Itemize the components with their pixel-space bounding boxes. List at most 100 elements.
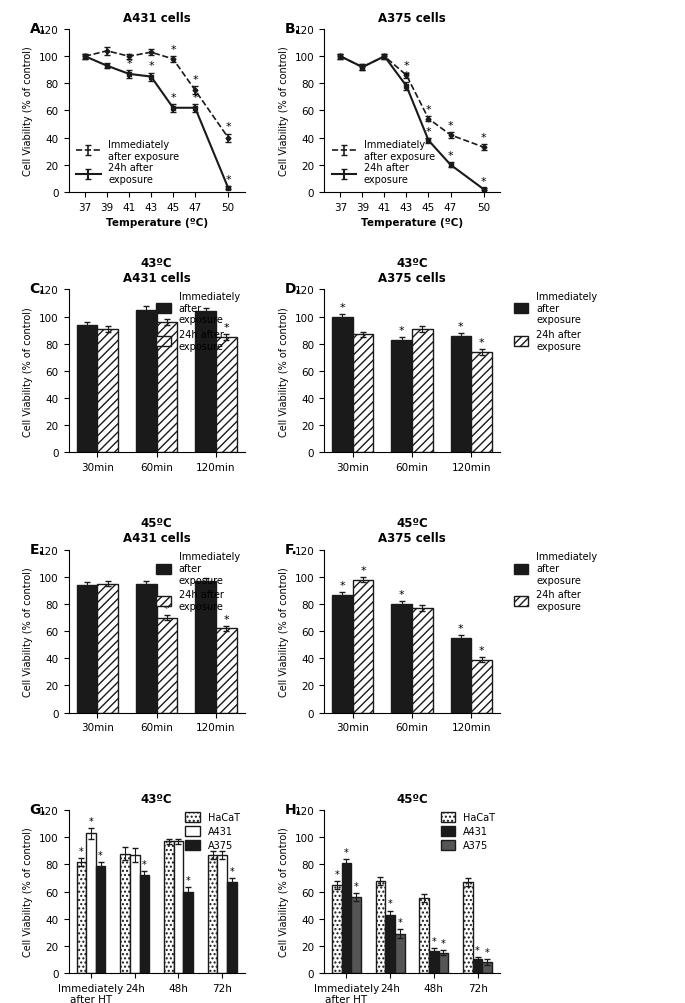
Title: 45ºC
A375 cells: 45ºC A375 cells [378,517,446,545]
Text: *: * [344,848,349,858]
Text: *: * [485,948,490,957]
Text: *: * [340,581,345,590]
Bar [77,862,86,973]
Bar [184,892,193,973]
Legend: Immediately
after
exposure, 24h after
exposure: Immediately after exposure, 24h after ex… [514,292,597,351]
Bar [96,866,105,973]
Bar [173,842,184,973]
Text: *: * [360,566,366,576]
Text: *: * [425,126,432,136]
Text: *: * [479,338,484,348]
Bar [451,638,471,713]
Y-axis label: Cell Viability (% of control): Cell Viability (% of control) [23,307,34,436]
Text: *: * [397,918,402,928]
Text: *: * [399,326,404,336]
Bar [195,582,216,713]
Bar [412,329,433,452]
Text: *: * [192,92,198,102]
Text: *: * [148,61,154,71]
Text: D.: D. [285,282,302,296]
Legend: Immediately
after exposure, 24h after
exposure: Immediately after exposure, 24h after ex… [73,136,182,188]
Text: *: * [458,624,464,634]
Text: *: * [223,614,229,624]
Text: *: * [229,866,234,876]
Bar [419,899,429,973]
Bar [451,336,471,452]
Text: *: * [192,75,198,85]
Text: *: * [399,590,404,600]
Text: C.: C. [29,282,45,296]
Y-axis label: Cell Viability (% of control): Cell Viability (% of control) [23,567,34,696]
Title: 43ºC
A375 cells: 43ºC A375 cells [378,257,446,285]
Bar [208,855,217,973]
Title: 45ºC
A431 cells: 45ºC A431 cells [123,517,190,545]
Bar [136,584,157,713]
Title: A375 cells: A375 cells [378,12,446,25]
Y-axis label: Cell Viability (% of control): Cell Viability (% of control) [279,46,289,177]
Text: *: * [171,45,176,55]
Bar [353,580,373,713]
Bar [136,311,157,452]
Bar [429,951,438,973]
Text: *: * [164,603,170,613]
Text: B.: B. [285,22,301,36]
X-axis label: Temperature (ºC): Temperature (ºC) [105,218,208,228]
Text: *: * [334,869,339,879]
X-axis label: Temperature (ºC): Temperature (ºC) [361,218,463,228]
Bar [86,833,96,973]
Title: 45ºC: 45ºC [396,792,428,805]
Text: *: * [479,645,484,655]
Bar [164,842,173,973]
Bar [342,864,351,973]
Legend: Immediately
after
exposure, 24h after
exposure: Immediately after exposure, 24h after ex… [156,292,240,351]
Y-axis label: Cell Viability (% of control): Cell Viability (% of control) [279,826,289,957]
Bar [471,660,492,713]
Text: *: * [223,323,229,333]
Text: *: * [126,59,132,68]
Text: *: * [79,846,84,856]
Y-axis label: Cell Viability (% of control): Cell Viability (% of control) [23,46,34,177]
Bar [216,629,236,713]
Text: A.: A. [29,22,46,36]
Text: *: * [225,176,231,186]
Text: *: * [448,150,453,160]
Bar [217,855,227,973]
Y-axis label: Cell Viability (% of control): Cell Viability (% of control) [279,307,289,436]
Text: *: * [340,303,345,313]
Legend: HaCaT, A431, A375: HaCaT, A431, A375 [186,812,240,851]
Y-axis label: Cell Viability (% of control): Cell Viability (% of control) [23,826,34,957]
Text: *: * [171,92,176,102]
Text: *: * [88,816,93,825]
Bar [473,959,482,973]
Bar [395,934,405,973]
Bar [385,915,395,973]
Text: *: * [403,61,409,71]
Text: G.: G. [29,802,47,816]
Text: *: * [475,945,480,955]
Bar [482,962,492,973]
Text: *: * [448,121,453,131]
Text: *: * [432,937,436,947]
Text: *: * [481,177,486,187]
Bar [130,855,140,973]
Bar [463,883,473,973]
Text: *: * [441,938,446,948]
Bar [121,854,130,973]
Bar [332,317,353,452]
Text: *: * [98,850,103,860]
Bar [375,881,385,973]
Text: *: * [142,860,147,870]
Bar [195,312,216,452]
Text: *: * [425,104,432,114]
Bar [471,352,492,452]
Bar [97,329,118,452]
Text: *: * [458,322,464,332]
Text: *: * [186,876,190,886]
Bar [77,325,97,452]
Legend: HaCaT, A431, A375: HaCaT, A431, A375 [441,812,495,851]
Text: *: * [481,133,486,143]
Legend: Immediately
after
exposure, 24h after
exposure: Immediately after exposure, 24h after ex… [156,552,240,612]
Title: A431 cells: A431 cells [123,12,190,25]
Bar [353,335,373,452]
Bar [216,338,236,452]
